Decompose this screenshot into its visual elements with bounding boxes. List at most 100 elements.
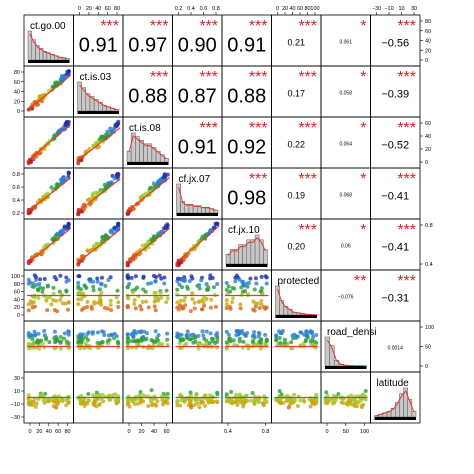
scatter-point (192, 306, 197, 311)
scatter-point (190, 297, 195, 302)
scatter-point (181, 337, 186, 342)
scatter-point (227, 304, 232, 309)
scatter-point (62, 331, 67, 336)
scatter-point (66, 332, 71, 337)
scatter-point (37, 282, 42, 287)
scatter-point (165, 401, 170, 406)
scatter-point (125, 295, 130, 300)
scatter-point (185, 329, 190, 334)
tick-label-left: 0.2 (12, 211, 20, 217)
scatter-point (85, 331, 90, 336)
scatter-point (208, 273, 213, 278)
correlation-value: −0.41 (381, 242, 409, 254)
scatter-point (35, 251, 40, 256)
scatter-point (155, 181, 160, 186)
scatter-point (281, 400, 286, 405)
scatter-point (202, 336, 207, 341)
histogram-bar (324, 336, 330, 367)
scatter-point (66, 174, 71, 179)
scatter-point (149, 388, 154, 393)
scatter-point (76, 161, 81, 166)
scatter-point (253, 276, 258, 281)
scatter-point (156, 298, 161, 303)
scatter-point (264, 281, 269, 286)
scatter-point (176, 259, 181, 264)
significance-stars: *** (199, 120, 218, 137)
scatter-point (109, 308, 114, 313)
variable-label: cf.jx.10 (228, 225, 260, 236)
scatter-point (204, 341, 209, 346)
tick-label-left: 0 (17, 313, 20, 319)
scatter-point (261, 403, 266, 408)
scatter-point (197, 283, 202, 288)
scatter-point (204, 329, 209, 334)
scatter-point (54, 82, 59, 87)
significance-stars: *** (397, 273, 416, 290)
scatter-point (116, 341, 121, 346)
correlation-value: 0.22 (287, 139, 305, 149)
scatter-point (231, 338, 236, 343)
scatter-point (47, 340, 52, 345)
significance-stars: *** (298, 120, 317, 137)
scatter-point (238, 399, 243, 404)
scatter-point (54, 405, 59, 410)
histogram-bar (234, 249, 239, 265)
tick-label-bottom: 50 (343, 429, 349, 435)
scatter-point (38, 393, 43, 398)
scatter-point (95, 276, 100, 281)
tick-label-right: 40 (425, 134, 431, 140)
scatter-point (142, 329, 147, 334)
significance-stars: * (360, 171, 366, 188)
scatter-point (42, 276, 47, 281)
scatter-point (310, 337, 315, 342)
tick-label-top: 30 (411, 6, 417, 12)
scatter-point (183, 303, 188, 308)
scatter-point (314, 392, 319, 397)
scatter-point (304, 329, 309, 334)
variable-label: ct.go.00 (30, 21, 66, 32)
scatter-point (234, 333, 239, 338)
scatter-point (32, 304, 37, 309)
scatter-point (46, 142, 51, 147)
scatter-point (48, 295, 53, 300)
scatter-point (64, 279, 69, 284)
scatter-point (175, 287, 180, 292)
scatter-point (363, 397, 368, 402)
smooth-line (26, 177, 71, 213)
scatter-point (108, 298, 113, 303)
scatter-point (64, 289, 69, 294)
scatter-point (201, 300, 206, 305)
scatter-point (149, 337, 154, 342)
correlation-value: 0.20 (287, 241, 305, 251)
scatter-point (165, 391, 170, 396)
scatter-point (246, 346, 251, 351)
correlation-value: 0.90 (178, 35, 217, 57)
smooth-line (125, 227, 170, 264)
scatter-point (254, 281, 259, 286)
scatter-point (154, 295, 159, 300)
smooth-line (26, 228, 71, 264)
significance-stars: *** (298, 18, 317, 35)
scatter-point (210, 339, 215, 344)
panel-frame-7-7 (370, 371, 421, 424)
scatter-point (39, 338, 44, 343)
scatter-point (34, 401, 39, 406)
tick-label-bottom: 40 (46, 429, 52, 435)
scatter-point (175, 403, 180, 408)
scatter-point (109, 332, 114, 337)
scatter-point (105, 129, 110, 134)
scatter-point (351, 397, 356, 402)
density-line (79, 84, 118, 111)
scatter-point (280, 328, 285, 333)
correlation-value: 0.91 (178, 137, 217, 159)
significance-stars: ** (354, 273, 366, 290)
tick-label-top: −30 (372, 6, 381, 12)
scatter-point (235, 396, 240, 401)
scatter-point (151, 273, 156, 278)
correlation-value: 0.0014 (388, 345, 404, 351)
smooth-line (125, 177, 170, 213)
scatter-point (33, 404, 38, 409)
tick-label-left: 0.6 (12, 185, 20, 191)
scatter-point (82, 396, 87, 401)
scatter-point (179, 285, 184, 290)
